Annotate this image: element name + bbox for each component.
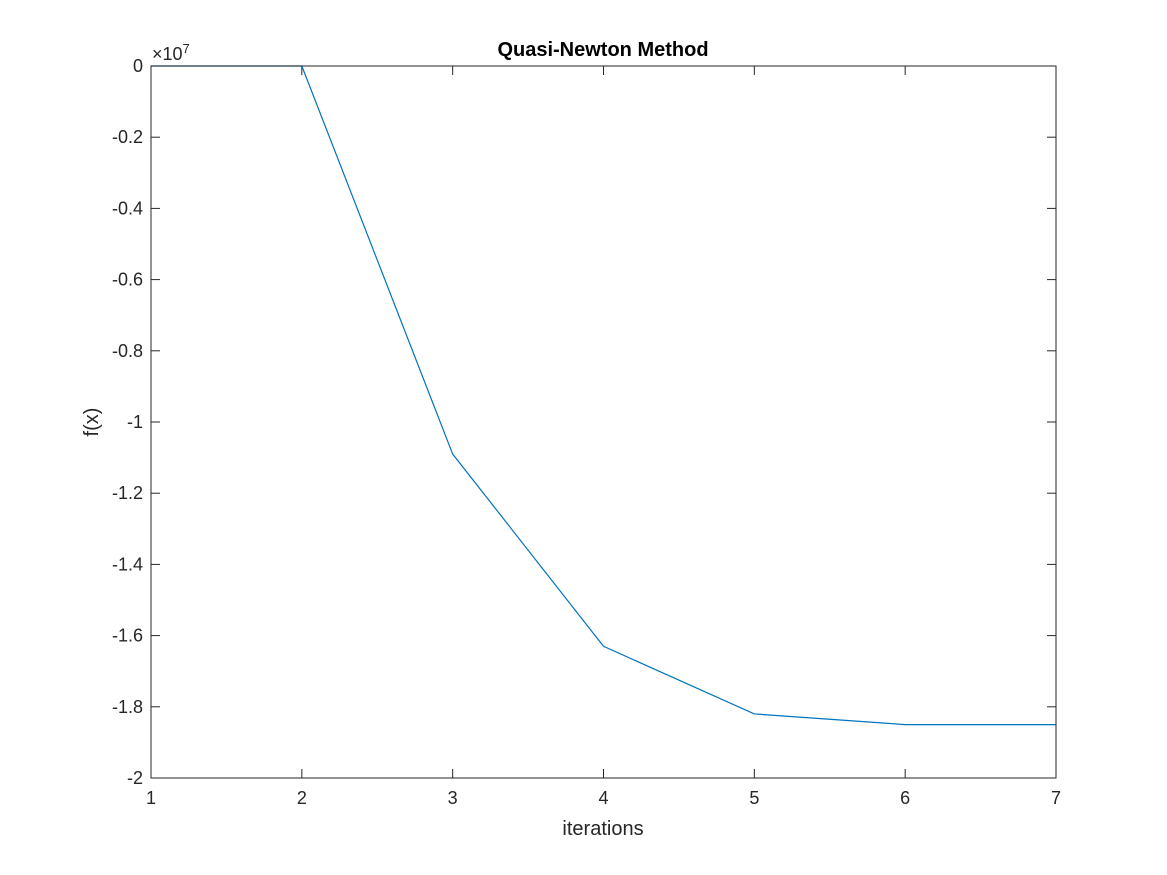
x-tick-label: 5: [749, 788, 759, 808]
y-tick-label: -1.2: [112, 483, 143, 503]
y-exponent-label: ×107: [152, 41, 190, 64]
y-tick-label: 0: [133, 56, 143, 76]
y-tick-label: -0.8: [112, 341, 143, 361]
x-tick-label: 7: [1051, 788, 1061, 808]
y-tick-label: -1.8: [112, 697, 143, 717]
y-axis-label: f(x): [81, 408, 103, 437]
y-tick-label: -1: [127, 412, 143, 432]
axis-ticks: 1 2 3 4 5 6 7 0 -0.2 -0.4 -0.6 -0.8 -1 -1.2 -1.4 -1.6 -1…: [112, 56, 1061, 808]
x-axis-label: iterations: [562, 818, 643, 840]
plot-area: [151, 65, 1056, 726]
x-tick-label: 4: [598, 788, 608, 808]
y-tick-label: -0.4: [112, 198, 143, 218]
series-line: [151, 65, 1056, 726]
x-tick-label: 1: [146, 788, 156, 808]
chart-title: Quasi-Newton Method: [497, 39, 708, 61]
y-tick-label: -0.2: [112, 127, 143, 147]
y-tick-label: -2: [127, 768, 143, 788]
x-tick-label: 2: [297, 788, 307, 808]
x-tick-label: 3: [448, 788, 458, 808]
y-tick-label: -0.6: [112, 270, 143, 290]
x-tick-label: 6: [900, 788, 910, 808]
y-tick-label: -1.4: [112, 554, 143, 574]
axes-box: [150, 65, 1057, 779]
y-tick-label: -1.6: [112, 626, 143, 646]
